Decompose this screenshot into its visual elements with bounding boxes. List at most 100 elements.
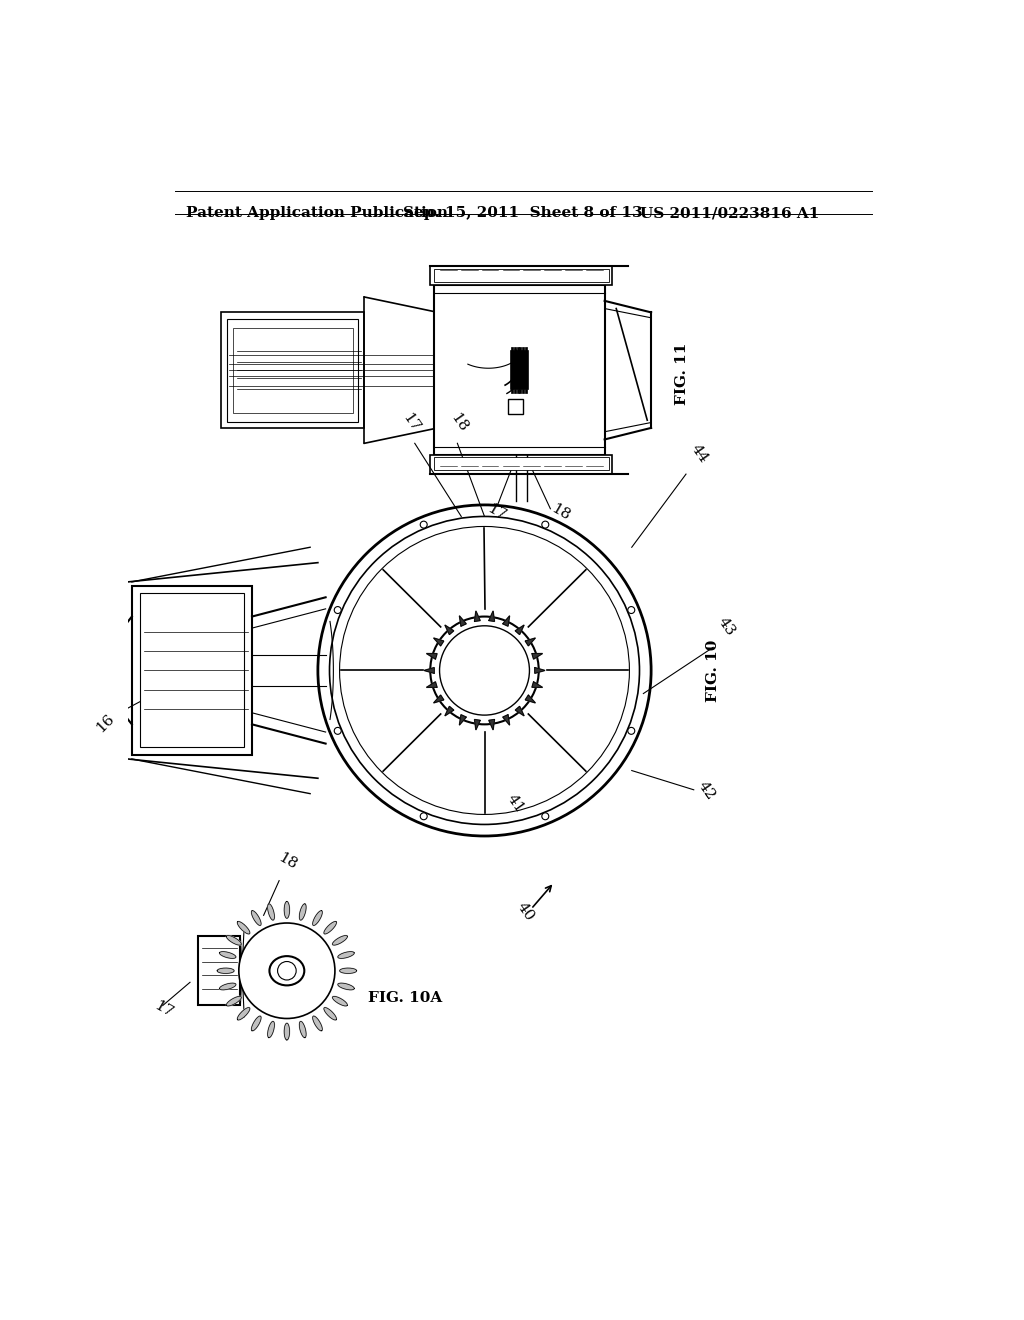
- Text: 17: 17: [399, 411, 422, 434]
- Text: 18: 18: [549, 502, 572, 523]
- Polygon shape: [460, 714, 466, 725]
- Circle shape: [420, 521, 427, 528]
- Polygon shape: [515, 626, 524, 635]
- Polygon shape: [525, 638, 536, 645]
- Bar: [511, 389, 513, 393]
- Polygon shape: [219, 983, 236, 990]
- Polygon shape: [427, 682, 437, 688]
- Circle shape: [239, 923, 335, 1019]
- Bar: [514, 389, 516, 393]
- Polygon shape: [515, 706, 524, 715]
- Bar: [139, 594, 245, 747]
- Polygon shape: [324, 921, 337, 935]
- Polygon shape: [444, 626, 454, 635]
- Circle shape: [542, 813, 549, 820]
- Polygon shape: [444, 706, 454, 715]
- Polygon shape: [267, 1022, 274, 1038]
- Circle shape: [340, 527, 630, 814]
- Polygon shape: [285, 902, 290, 919]
- Ellipse shape: [269, 956, 304, 985]
- Polygon shape: [503, 714, 510, 725]
- Circle shape: [317, 506, 651, 836]
- Circle shape: [628, 607, 635, 614]
- Polygon shape: [424, 668, 434, 673]
- Bar: [430, 267, 612, 285]
- Bar: [511, 351, 528, 389]
- Text: 44: 44: [688, 442, 711, 466]
- Polygon shape: [488, 611, 495, 622]
- Circle shape: [330, 516, 640, 825]
- Polygon shape: [535, 668, 545, 673]
- Bar: [434, 285, 604, 455]
- Text: FIG. 10: FIG. 10: [707, 639, 720, 702]
- Text: Sep. 15, 2011  Sheet 8 of 13: Sep. 15, 2011 Sheet 8 of 13: [403, 206, 643, 220]
- Bar: [227, 318, 358, 422]
- Polygon shape: [338, 983, 354, 990]
- Polygon shape: [333, 997, 347, 1006]
- Text: 42: 42: [695, 779, 718, 803]
- Polygon shape: [525, 696, 536, 704]
- Text: 43: 43: [715, 615, 737, 639]
- Circle shape: [420, 813, 427, 820]
- Polygon shape: [474, 611, 480, 622]
- Polygon shape: [333, 936, 347, 945]
- Circle shape: [628, 727, 635, 734]
- Bar: [434, 268, 608, 281]
- Text: FIG. 10A: FIG. 10A: [369, 990, 442, 1005]
- Text: 16: 16: [93, 711, 117, 735]
- Polygon shape: [219, 952, 236, 958]
- Circle shape: [334, 607, 341, 614]
- Circle shape: [278, 961, 296, 979]
- Circle shape: [430, 616, 539, 725]
- Polygon shape: [312, 911, 323, 925]
- Bar: [519, 389, 521, 393]
- Bar: [508, 399, 523, 414]
- Bar: [519, 347, 521, 351]
- Polygon shape: [238, 1007, 250, 1020]
- Text: 41: 41: [504, 792, 526, 816]
- Text: 18: 18: [447, 411, 470, 434]
- Polygon shape: [488, 719, 495, 730]
- Bar: [232, 327, 352, 412]
- Bar: [221, 313, 365, 428]
- Polygon shape: [226, 936, 242, 945]
- Polygon shape: [267, 904, 274, 920]
- Polygon shape: [217, 968, 234, 973]
- Bar: [525, 389, 527, 393]
- Text: 40: 40: [514, 900, 537, 924]
- Polygon shape: [531, 682, 543, 688]
- Text: FIG. 11: FIG. 11: [675, 343, 689, 405]
- Circle shape: [439, 626, 529, 715]
- Polygon shape: [226, 997, 242, 1006]
- Bar: [516, 389, 518, 393]
- Polygon shape: [427, 653, 437, 659]
- Polygon shape: [433, 638, 443, 645]
- Polygon shape: [460, 616, 466, 626]
- Polygon shape: [312, 1016, 323, 1031]
- Polygon shape: [238, 921, 250, 935]
- Polygon shape: [299, 1022, 306, 1038]
- Polygon shape: [299, 904, 306, 920]
- Bar: [525, 347, 527, 351]
- Text: 18: 18: [275, 850, 299, 873]
- Bar: [522, 389, 524, 393]
- Bar: [516, 347, 518, 351]
- Circle shape: [542, 521, 549, 528]
- Polygon shape: [503, 616, 510, 626]
- Bar: [514, 347, 516, 351]
- Polygon shape: [285, 1023, 290, 1040]
- Polygon shape: [433, 696, 443, 704]
- Circle shape: [334, 727, 341, 734]
- Bar: [132, 586, 252, 755]
- Polygon shape: [531, 653, 543, 659]
- Polygon shape: [474, 719, 480, 730]
- Polygon shape: [338, 952, 354, 958]
- Bar: [511, 347, 513, 351]
- Polygon shape: [340, 968, 356, 973]
- Text: 17: 17: [152, 998, 175, 1020]
- Bar: [430, 455, 612, 474]
- Bar: [198, 936, 241, 1006]
- Text: Patent Application Publication: Patent Application Publication: [186, 206, 449, 220]
- Text: 17: 17: [484, 502, 508, 523]
- Polygon shape: [324, 1007, 337, 1020]
